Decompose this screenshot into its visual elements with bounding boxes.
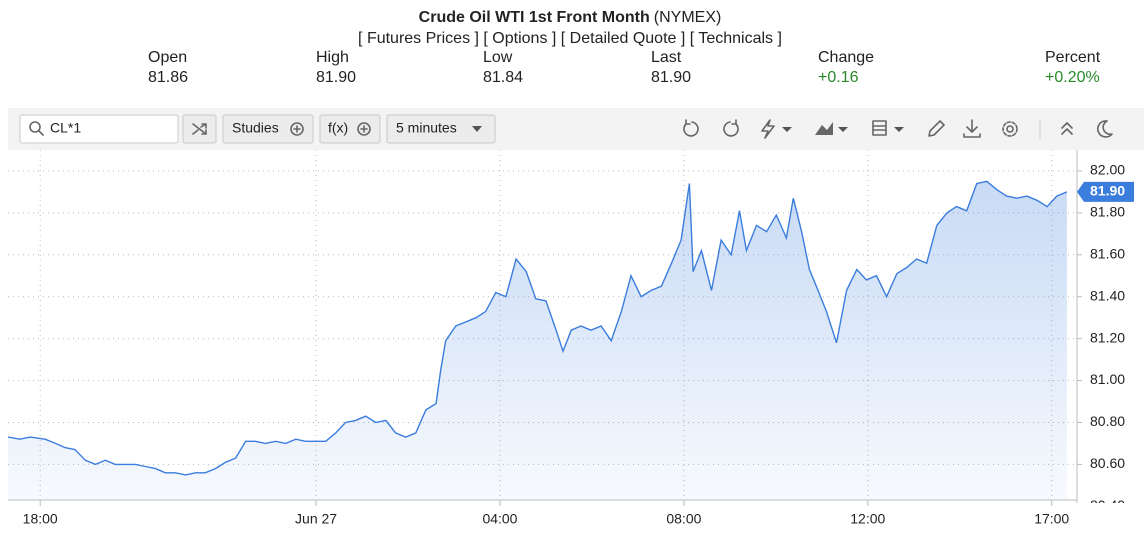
x-tick-label: 17:00 xyxy=(1034,511,1069,527)
y-tick-label: 81.60 xyxy=(1090,245,1125,261)
interval-text: 5 minutes xyxy=(396,120,457,136)
x-tick-label: 18:00 xyxy=(23,511,58,527)
quote-label: Open xyxy=(148,49,187,66)
plus-icon xyxy=(360,125,368,133)
search-icon xyxy=(29,121,41,133)
fx-button[interactable] xyxy=(319,114,381,144)
theme-icon[interactable] xyxy=(1097,120,1113,138)
symbol-input[interactable] xyxy=(19,114,179,144)
fx-text: f(x) xyxy=(328,120,348,136)
y-tick-label: 81.40 xyxy=(1090,287,1125,303)
last-price-label: 81.90 xyxy=(1090,183,1125,199)
template-icon[interactable] xyxy=(872,120,887,136)
quote-label: Percent xyxy=(1045,49,1101,66)
plus-icon xyxy=(293,125,301,133)
quote-value: 81.90 xyxy=(316,69,356,86)
dropdown-arrow xyxy=(894,127,904,132)
draw-icon[interactable] xyxy=(928,120,945,137)
flash-icon[interactable] xyxy=(761,119,775,139)
quote-row: Open 81.86 High 81.90 Low 81.84 Last 81.90 Chang… xyxy=(148,49,1101,86)
exchange: (NYMEX) xyxy=(654,9,722,26)
dropdown-arrow xyxy=(472,126,482,132)
title-text: Crude Oil WTI 1st Front Month xyxy=(419,9,650,26)
collapse-icon[interactable] xyxy=(1061,122,1073,135)
symbol-text: CL*1 xyxy=(50,120,81,136)
x-tick-label: 08:00 xyxy=(666,511,701,527)
last-price-tag: 81.90 xyxy=(1077,181,1134,202)
dropdown-arrow xyxy=(838,127,848,132)
quote-label: Low xyxy=(483,49,513,66)
y-axis: 80.40 80.60 80.80 81.00 81.20 81.40 81.60 81.80… xyxy=(1077,162,1125,513)
download-icon[interactable] xyxy=(963,119,981,138)
y-tick-label: 81.00 xyxy=(1090,371,1125,387)
plus-icon xyxy=(290,122,304,136)
y-tick-label: 81.20 xyxy=(1090,329,1125,345)
template-icon xyxy=(872,125,887,131)
header-links[interactable]: [ Futures Prices ] [ Options ] [ Detaile… xyxy=(358,30,782,47)
compare-icon xyxy=(192,123,207,135)
undo-icon[interactable] xyxy=(683,119,699,137)
x-tick-label: Jun 27 xyxy=(295,511,337,527)
plot-area xyxy=(8,180,1068,500)
x-tick-label: 12:00 xyxy=(850,511,885,527)
area-fill xyxy=(8,181,1067,500)
price-line xyxy=(8,180,1068,476)
settings-icon xyxy=(1002,121,1018,137)
interval-button[interactable] xyxy=(386,114,496,144)
quote-value: 81.86 xyxy=(148,69,188,86)
y-tick-label: 81.80 xyxy=(1090,204,1125,220)
x-tick-label: 04:00 xyxy=(482,511,517,527)
plus-icon xyxy=(357,122,371,136)
dropdown-arrow xyxy=(782,127,792,132)
search-icon xyxy=(38,130,44,136)
chart-type-icon[interactable] xyxy=(815,122,833,135)
y-tick-label: 82.00 xyxy=(1090,162,1125,178)
quote-value: +0.20% xyxy=(1045,69,1100,86)
quote-label: Last xyxy=(651,49,682,66)
settings-icon[interactable] xyxy=(1006,125,1014,133)
redo-icon[interactable] xyxy=(723,119,739,137)
last-price-box xyxy=(1077,181,1134,202)
y-tick-label: 80.40 xyxy=(1090,497,1125,513)
quote-value: 81.90 xyxy=(651,69,691,86)
header-title: Crude Oil WTI 1st Front Month (NYMEX) xyxy=(419,9,722,26)
quote-label: High xyxy=(316,49,349,66)
studies-button[interactable] xyxy=(222,114,314,144)
y-tick-label: 80.80 xyxy=(1090,413,1125,429)
quote-value: +0.16 xyxy=(818,69,859,86)
quote-value: 81.84 xyxy=(483,69,523,86)
y-tick-label: 80.60 xyxy=(1090,455,1125,471)
quote-label: Change xyxy=(818,49,874,66)
studies-text: Studies xyxy=(232,120,279,136)
toolbar-icons xyxy=(683,119,1113,139)
x-axis: 18:00 Jun 27 04:00 08:00 12:00 17:00 xyxy=(23,500,1069,527)
